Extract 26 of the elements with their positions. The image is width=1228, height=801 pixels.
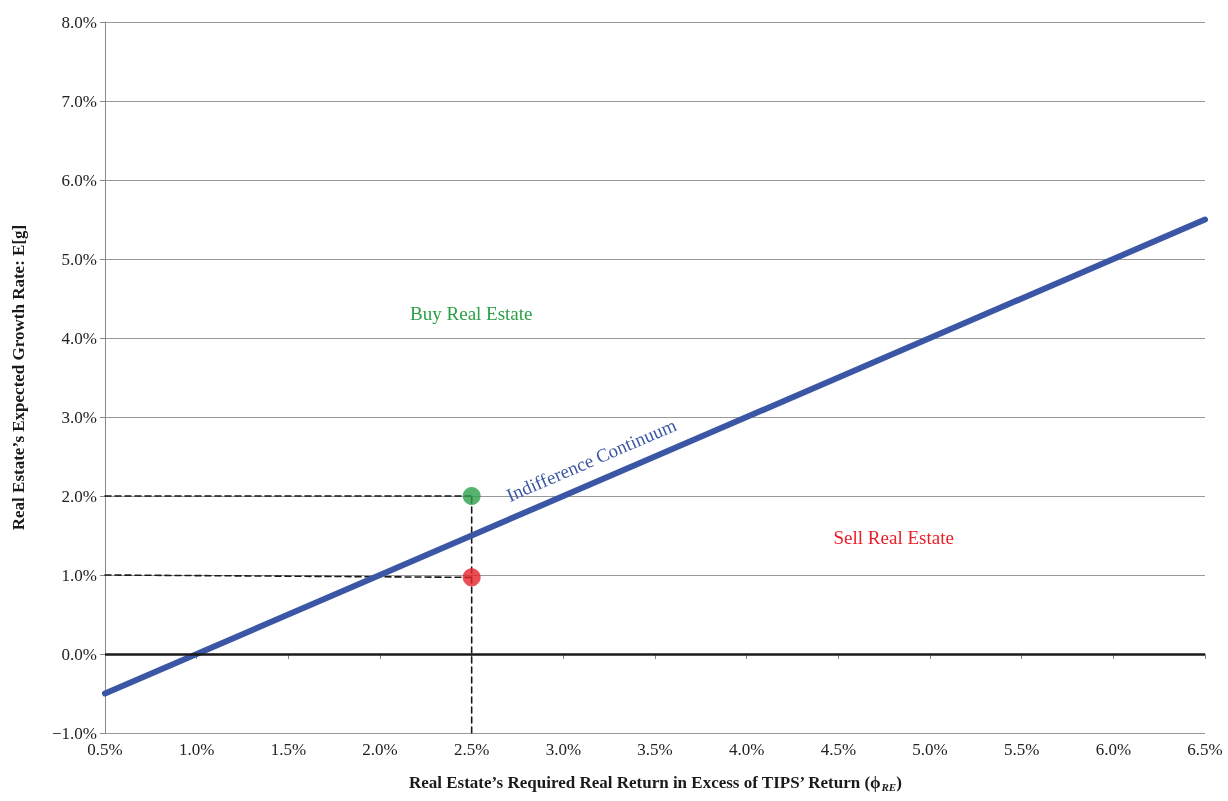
x-tick-label: 3.0% (545, 740, 582, 759)
y-tick-label: 6.0% (61, 170, 97, 190)
y-tick-label: 8.0% (61, 12, 97, 32)
x-tick-label: 5.5% (1003, 740, 1040, 759)
x-tick-label: 4.5% (820, 740, 857, 759)
y-tick-label: 1.0% (61, 565, 97, 585)
annotation: Buy Real Estate (410, 303, 533, 325)
annotation: Sell Real Estate (833, 526, 954, 548)
x-tick-label: 6.5% (1187, 740, 1223, 759)
y-tick-label: 3.0% (61, 407, 97, 427)
y-axis-title: Real Estate’s Expected Growth Rate: E[g] (9, 224, 28, 531)
x-tick-label: 1.0% (178, 740, 215, 759)
x-tick-label: 6.0% (1095, 740, 1132, 759)
x-tick-label: 5.0% (912, 740, 948, 759)
x-tick-label: 0.5% (87, 740, 123, 759)
y-tick-label: 2.0% (61, 486, 97, 506)
x-tick-label: 4.0% (728, 740, 765, 759)
x-tick-label: 2.0% (362, 740, 398, 759)
y-tick-label: 5.0% (61, 249, 97, 269)
y-tick-label: −1.0% (52, 723, 97, 743)
x-tick-label: 3.5% (637, 740, 673, 759)
y-tick-label: 4.0% (61, 328, 97, 348)
y-tick-label: 0.0% (61, 644, 97, 664)
x-tick-label: 2.5% (453, 740, 490, 759)
x-tick-label: 1.5% (270, 740, 307, 759)
y-tick-label: 7.0% (61, 91, 97, 111)
